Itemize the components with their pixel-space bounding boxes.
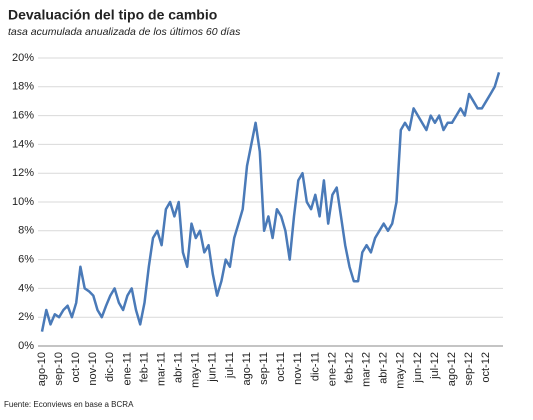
x-tick-label: ago-10 xyxy=(36,352,48,386)
x-tick-label: mar-12 xyxy=(361,352,373,387)
y-tick-label: 2% xyxy=(18,311,34,323)
x-tick-label: sep-11 xyxy=(258,352,270,385)
x-tick-label: abr-12 xyxy=(378,352,390,384)
x-tick-label: jun-12 xyxy=(412,352,424,384)
x-tick-label: dic-10 xyxy=(104,352,116,382)
y-tick-label: 20% xyxy=(12,52,34,64)
x-tick-label: dic-11 xyxy=(309,352,321,381)
x-tick-label: oct-11 xyxy=(275,352,287,382)
x-tick-label: ago-11 xyxy=(241,352,253,385)
x-tick-label: jul-11 xyxy=(224,352,236,379)
chart-title: Devaluación del tipo de cambio xyxy=(8,7,217,23)
x-tick-label: may-12 xyxy=(395,352,407,389)
x-tick-label: may-11 xyxy=(190,352,202,388)
x-tick-label: abr-11 xyxy=(173,352,185,383)
x-tick-label: ene-11 xyxy=(121,352,133,385)
y-tick-label: 12% xyxy=(12,167,34,179)
x-tick-label: oct-12 xyxy=(480,352,492,383)
x-tick-label: jul-12 xyxy=(429,352,441,380)
line xyxy=(40,72,501,332)
x-tick-label: feb-11 xyxy=(138,352,150,382)
y-tick-label: 10% xyxy=(12,196,34,208)
x-tick-label: ago-12 xyxy=(446,352,458,386)
y-tick-label: 8% xyxy=(18,225,34,237)
y-tick-label: 6% xyxy=(18,254,34,266)
source: Fuente: Econviews en base a BCRA xyxy=(4,400,134,409)
y-tick-label: 14% xyxy=(12,138,34,150)
x-tick-label: nov-10 xyxy=(87,352,99,386)
y-tick-label: 4% xyxy=(18,282,34,294)
x-tick-label: jun-11 xyxy=(207,352,219,383)
x-tick-label: sep-12 xyxy=(463,352,475,386)
y-tick-label: 18% xyxy=(12,81,34,93)
y-tick-label: 16% xyxy=(12,110,34,122)
chart-subtitle: tasa acumulada anualizada de los últimos… xyxy=(8,26,241,38)
y-tick-label: 0% xyxy=(18,340,34,352)
x-tick-label: oct-10 xyxy=(70,352,82,383)
x-tick-label: sep-10 xyxy=(53,352,65,386)
x-tick-label: mar-11 xyxy=(155,352,167,386)
x-tick-label: ene-12 xyxy=(326,352,338,386)
x-tick-label: feb-12 xyxy=(343,352,355,383)
x-tick-label: nov-11 xyxy=(292,352,304,385)
